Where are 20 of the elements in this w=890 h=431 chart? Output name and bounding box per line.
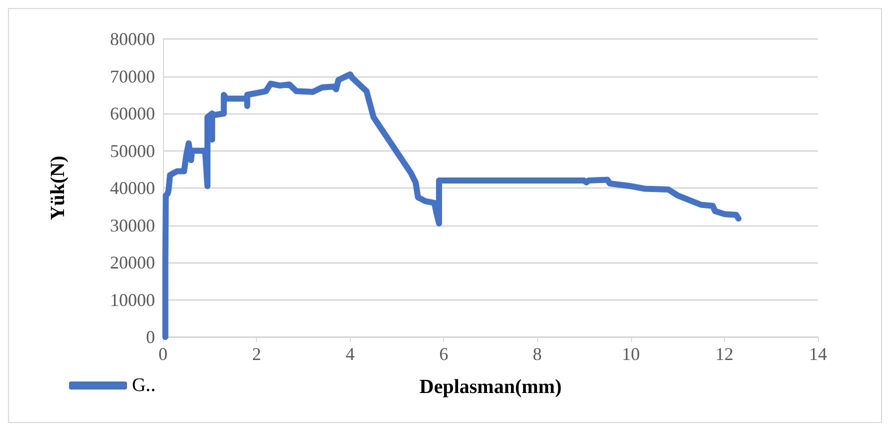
y-tick-label: 0 [146,327,155,347]
y-tick-label: 20000 [110,252,155,272]
y-tick-label: 80000 [110,29,155,49]
x-tick-label: 12 [715,344,734,364]
x-tick-label: 8 [532,344,542,364]
x-tick-label: 2 [252,344,262,364]
y-tick-label: 10000 [110,290,155,310]
y-tick-label: 30000 [110,215,155,236]
x-tick-label: 4 [346,344,355,364]
x-tick-label: 0 [158,344,168,364]
y-tick-label: 50000 [110,140,155,161]
y-tick-label: 60000 [110,104,155,124]
x-tick-label: 14 [809,344,827,364]
y-tick-label: 70000 [110,66,155,86]
legend-label: G‥ [132,375,156,396]
x-tick-label: 6 [439,344,448,364]
x-axis-title: Deplasman(mm) [419,376,562,398]
y-axis-title: Yük(N) [47,156,69,220]
y-tick-label: 40000 [110,178,155,198]
x-tick-label: 10 [622,344,640,364]
